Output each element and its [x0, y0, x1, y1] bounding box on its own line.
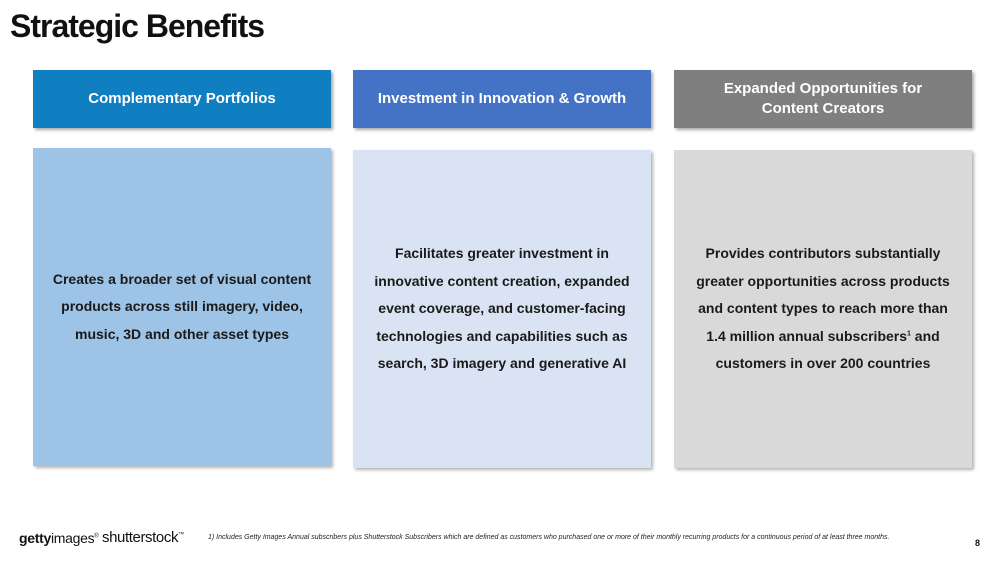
- body-text-tail: and customers in over 200 countries: [715, 327, 940, 372]
- header-complementary-portfolios: Complementary Portfolios: [33, 70, 331, 128]
- page-number: 8: [975, 538, 981, 548]
- body-text: Creates a broader set of visual content …: [52, 270, 312, 342]
- body-investment-innovation: Facilitates greater investment in innova…: [353, 150, 651, 468]
- shutterstock-logo: shutterstock™: [102, 529, 184, 546]
- slide-title: Strategic Benefits: [10, 8, 265, 44]
- body-text: Facilitates greater investment in innova…: [374, 245, 630, 372]
- body-text-main: Provides contributors substantially grea…: [696, 245, 950, 344]
- header-label: Complementary Portfolios: [88, 90, 276, 107]
- getty-images-logo: gettyimages®: [19, 530, 99, 546]
- logo-getty-bold: getty: [19, 530, 51, 546]
- header-expanded-opportunities: Expanded Opportunities for Content Creat…: [674, 70, 972, 128]
- footnote-marker: 1: [907, 330, 911, 338]
- logo-getty-mark: ®: [94, 533, 99, 540]
- body-complementary-portfolios: Creates a broader set of visual content …: [33, 148, 331, 466]
- logo-getty-light: images: [50, 530, 95, 546]
- footnote: 1) Includes Getty Images Annual subscrib…: [208, 534, 890, 541]
- logo-shutterstock-text: shutterstock: [102, 529, 179, 546]
- header-label: Expanded Opportunities for Content Creat…: [723, 80, 923, 117]
- header-label: Investment in Innovation & Growth: [377, 90, 627, 107]
- header-investment-innovation: Investment in Innovation & Growth: [353, 70, 651, 128]
- body-text: Provides contributors substantially grea…: [690, 240, 956, 378]
- logo-shutterstock-mark: ™: [178, 532, 184, 538]
- body-expanded-opportunities: Provides contributors substantially grea…: [674, 150, 972, 468]
